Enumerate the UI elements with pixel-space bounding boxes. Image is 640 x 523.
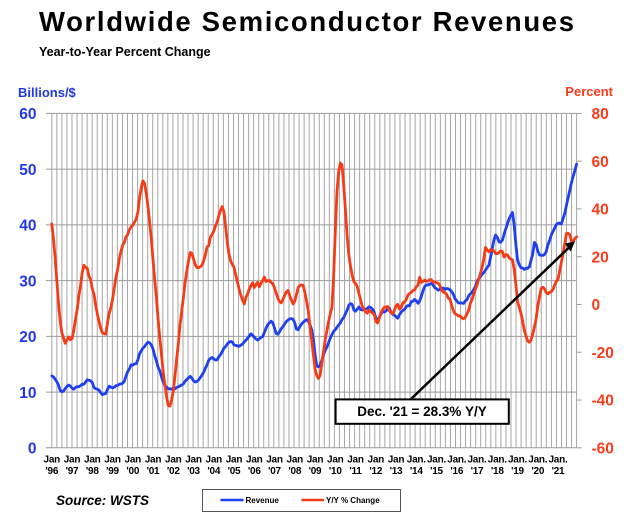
svg-text:Jan.: Jan. — [488, 455, 507, 466]
svg-text:Jan: Jan — [145, 455, 162, 466]
svg-text:'11: '11 — [349, 466, 362, 477]
svg-text:'07: '07 — [268, 466, 281, 477]
svg-text:-40: -40 — [592, 393, 614, 410]
svg-text:10: 10 — [19, 385, 36, 402]
svg-text:Jan: Jan — [266, 455, 283, 466]
svg-text:50: 50 — [19, 162, 36, 179]
svg-text:'00: '00 — [126, 466, 139, 477]
svg-text:Revenue: Revenue — [246, 496, 280, 505]
svg-text:80: 80 — [592, 106, 609, 123]
svg-text:Jan.: Jan. — [528, 455, 547, 466]
svg-text:'10: '10 — [329, 466, 342, 477]
svg-text:Jan: Jan — [104, 455, 121, 466]
svg-text:Jan: Jan — [368, 455, 385, 466]
svg-text:Jan.: Jan. — [407, 455, 426, 466]
svg-text:'16: '16 — [450, 466, 463, 477]
svg-text:'21: '21 — [552, 466, 565, 477]
svg-text:30: 30 — [19, 273, 36, 290]
svg-text:Jan: Jan — [44, 455, 61, 466]
svg-text:0: 0 — [28, 441, 37, 458]
svg-text:Jan.: Jan. — [467, 455, 486, 466]
svg-text:'13: '13 — [390, 466, 403, 477]
svg-text:60: 60 — [19, 106, 36, 123]
svg-text:Jan: Jan — [307, 455, 324, 466]
svg-text:Jan: Jan — [206, 455, 223, 466]
svg-text:Year-to-Year Percent Change: Year-to-Year Percent Change — [39, 45, 211, 59]
svg-text:-20: -20 — [592, 345, 614, 362]
svg-text:'96: '96 — [45, 466, 58, 477]
svg-text:Jan: Jan — [84, 455, 101, 466]
svg-text:'18: '18 — [491, 466, 504, 477]
svg-text:Jan.: Jan. — [427, 455, 446, 466]
svg-text:Jan: Jan — [226, 455, 243, 466]
svg-text:40: 40 — [19, 218, 36, 235]
svg-text:'97: '97 — [66, 466, 79, 477]
svg-text:Jan: Jan — [327, 455, 344, 466]
svg-text:20: 20 — [19, 329, 36, 346]
svg-text:-60: -60 — [592, 441, 614, 458]
svg-text:'99: '99 — [106, 466, 119, 477]
svg-text:'14: '14 — [410, 466, 423, 477]
svg-text:Jan: Jan — [185, 455, 202, 466]
svg-text:'08: '08 — [288, 466, 301, 477]
svg-text:'98: '98 — [86, 466, 99, 477]
svg-text:'15: '15 — [430, 466, 443, 477]
svg-text:Worldwide Semiconductor Revenu: Worldwide Semiconductor Revenues — [39, 6, 576, 37]
svg-text:Dec. '21 = 28.3% Y/Y: Dec. '21 = 28.3% Y/Y — [357, 404, 486, 419]
svg-text:'05: '05 — [228, 466, 241, 477]
svg-text:Jan: Jan — [246, 455, 263, 466]
svg-text:'02: '02 — [167, 466, 180, 477]
svg-text:Billions/$: Billions/$ — [18, 85, 77, 100]
svg-text:Jan: Jan — [64, 455, 81, 466]
svg-text:Jan: Jan — [287, 455, 304, 466]
svg-text:Jan.: Jan. — [447, 455, 466, 466]
svg-text:'12: '12 — [369, 466, 382, 477]
svg-text:Jan: Jan — [125, 455, 142, 466]
svg-text:'04: '04 — [207, 466, 220, 477]
svg-text:'01: '01 — [147, 466, 160, 477]
svg-text:'19: '19 — [511, 466, 524, 477]
svg-text:60: 60 — [592, 154, 609, 171]
svg-text:Jan: Jan — [165, 455, 182, 466]
svg-text:40: 40 — [592, 202, 609, 219]
svg-text:0: 0 — [592, 297, 601, 314]
svg-text:Y/Y % Change: Y/Y % Change — [326, 496, 380, 505]
svg-text:'03: '03 — [187, 466, 200, 477]
svg-text:20: 20 — [592, 249, 609, 266]
svg-text:Source: WSTS: Source: WSTS — [56, 493, 149, 508]
svg-text:'20: '20 — [531, 466, 544, 477]
svg-text:Jan: Jan — [347, 455, 364, 466]
svg-text:'09: '09 — [309, 466, 322, 477]
svg-text:Jan: Jan — [388, 455, 405, 466]
svg-text:Jan.: Jan. — [548, 455, 567, 466]
svg-text:'06: '06 — [248, 466, 261, 477]
svg-text:Percent: Percent — [565, 84, 613, 99]
svg-text:Jan.: Jan. — [508, 455, 527, 466]
svg-text:'17: '17 — [471, 466, 484, 477]
